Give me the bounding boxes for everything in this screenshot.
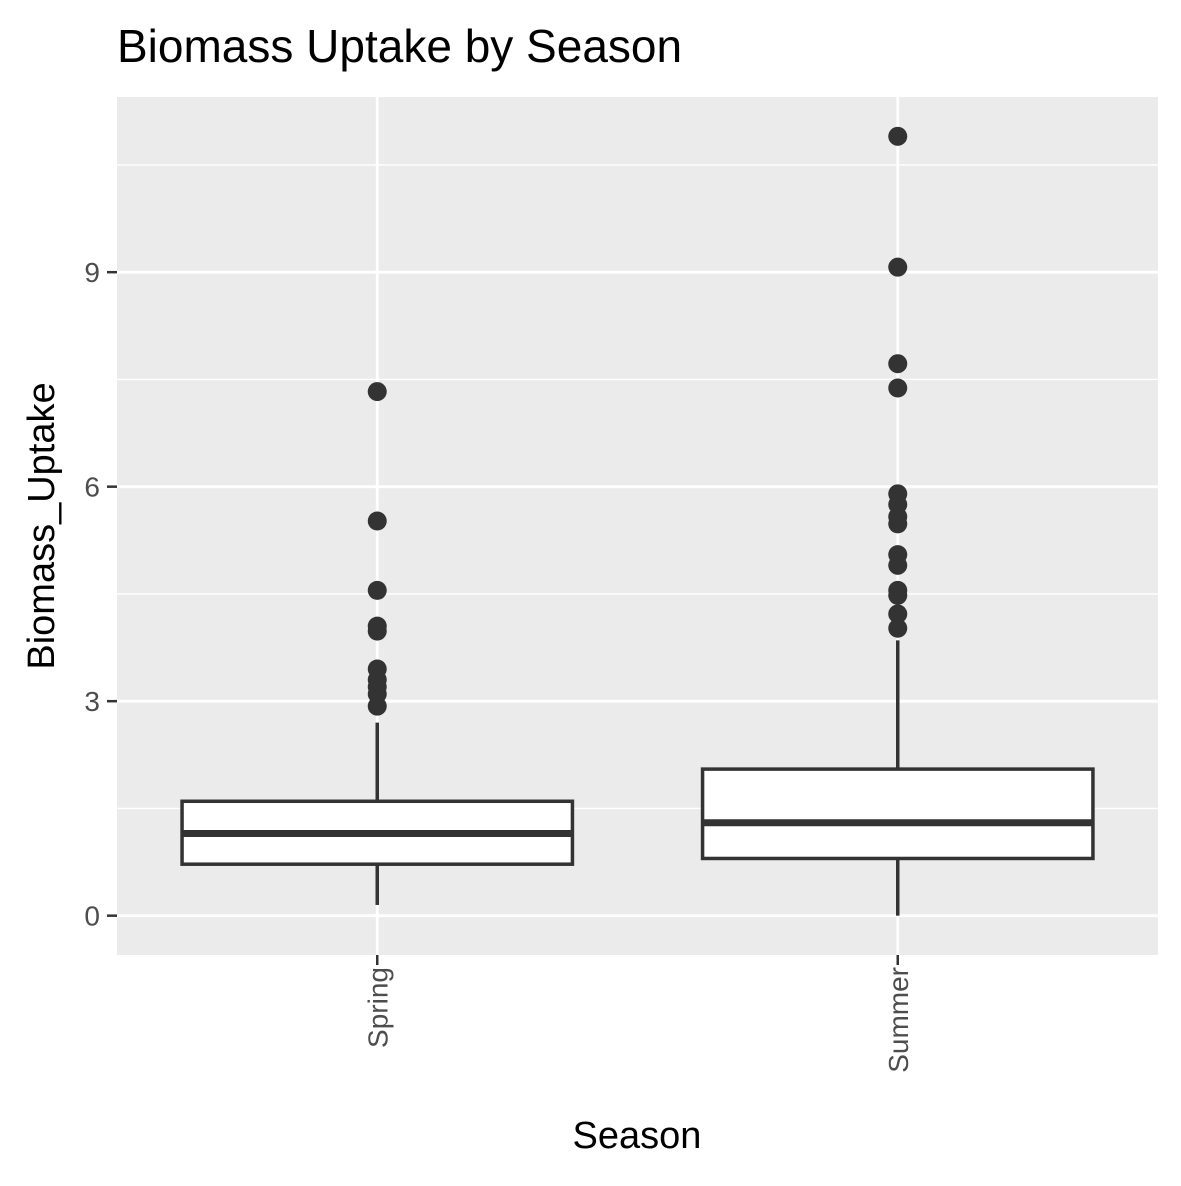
outlier-point xyxy=(888,545,908,565)
box-iqr xyxy=(700,767,1095,861)
boxplot-series xyxy=(180,126,1095,916)
outlier-point xyxy=(367,580,387,600)
y-tick-label: 6 xyxy=(84,472,100,503)
outlier-point xyxy=(888,354,908,374)
outlier-point xyxy=(888,257,908,277)
chart-title: Biomass Uptake by Season xyxy=(117,20,682,72)
outlier-point xyxy=(888,378,908,398)
outlier-point xyxy=(888,604,908,624)
box-group-summer xyxy=(700,126,1095,916)
outlier-point xyxy=(888,618,908,638)
x-tick-label: Spring xyxy=(362,967,393,1048)
x-tick-label: Summer xyxy=(883,967,914,1073)
outlier-point xyxy=(888,126,908,146)
x-axis-title: Season xyxy=(573,1115,702,1157)
outlier-point xyxy=(367,511,387,531)
y-tick-label: 3 xyxy=(84,686,100,717)
outlier-point xyxy=(888,580,908,600)
outlier-point xyxy=(367,382,387,402)
x-axis: Spring Summer xyxy=(362,955,914,1073)
outlier-point xyxy=(888,484,908,504)
y-tick-label: 0 xyxy=(84,901,100,932)
box-group-spring xyxy=(180,382,575,905)
outlier-point xyxy=(367,659,387,679)
outlier-point xyxy=(367,616,387,636)
y-axis-title: Biomass_Uptake xyxy=(21,382,63,669)
y-tick-label: 9 xyxy=(84,257,100,288)
y-axis: 0 3 6 9 xyxy=(84,257,117,932)
